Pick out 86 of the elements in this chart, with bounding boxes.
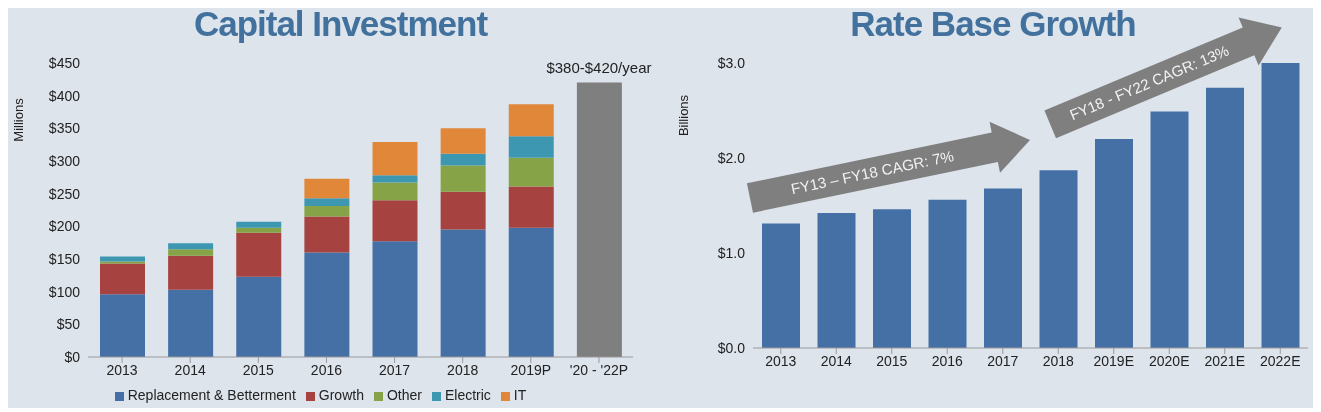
- bar: [372, 182, 418, 201]
- bar: [928, 199, 967, 348]
- bar: [873, 209, 911, 348]
- bar: [440, 153, 486, 166]
- bar: [440, 191, 486, 230]
- bar: [372, 142, 418, 176]
- x-tick-label: 2019E: [1093, 352, 1134, 369]
- bar: [372, 241, 418, 357]
- x-tick-label: 2016: [931, 352, 964, 369]
- y-tick-label: $450: [48, 54, 81, 71]
- bar: [236, 232, 282, 277]
- bar: [1206, 87, 1244, 348]
- bar: [508, 186, 554, 228]
- bar: [508, 136, 554, 158]
- bar: [1261, 63, 1300, 348]
- bar: [1039, 170, 1078, 348]
- x-tick-label: 2015: [876, 352, 908, 369]
- bar: [304, 198, 350, 207]
- legend-label: Replacement & Betterment: [127, 387, 296, 403]
- y-axis-title: Millions: [10, 97, 26, 142]
- y-tick-label: $200: [48, 218, 81, 235]
- bar: [817, 213, 856, 348]
- x-tick-label: 2014: [174, 361, 206, 378]
- x-tick-label: 2013: [765, 352, 797, 369]
- x-tick-label: 2017: [987, 352, 1019, 369]
- x-tick-label: 2018: [447, 361, 479, 378]
- x-tick-label: 2015: [242, 361, 275, 378]
- x-tick-label: 2017: [378, 361, 411, 378]
- y-tick-label: $0.0: [717, 339, 746, 356]
- bar: [304, 206, 350, 217]
- bar: [304, 216, 350, 253]
- bar: [440, 128, 486, 154]
- bar: [100, 294, 145, 357]
- x-tick-label: 2021E: [1204, 352, 1245, 369]
- bar: [372, 175, 418, 183]
- x-tick-label: 2018: [1042, 352, 1075, 369]
- y-tick-label: $50: [56, 316, 81, 333]
- bar: [984, 188, 1022, 348]
- x-tick-label: 2013: [106, 361, 138, 378]
- x-tick-label: '20 - '22P: [569, 361, 629, 378]
- y-tick-label: $100: [48, 283, 81, 300]
- bar: [372, 200, 418, 242]
- x-tick-label: 2020E: [1149, 352, 1190, 369]
- y-tick-label: $0: [64, 348, 81, 365]
- y-tick-label: $250: [48, 185, 81, 202]
- bar: [168, 255, 214, 290]
- y-tick-label: $1.0: [717, 244, 746, 261]
- bar: [440, 165, 486, 192]
- y-tick-label: $2.0: [717, 149, 746, 166]
- y-axis-title: Billions: [675, 94, 691, 137]
- y-tick-label: $150: [48, 250, 81, 267]
- legend-label: Other: [386, 387, 422, 403]
- bar: [236, 221, 282, 228]
- bar: [304, 178, 350, 199]
- bar: [304, 252, 350, 357]
- y-tick-label: $350: [48, 120, 81, 137]
- annotation: FY18 - FY22 CAGR: 13%: [1067, 41, 1232, 124]
- y-tick-label: $3.0: [717, 54, 746, 71]
- bar: [100, 263, 145, 295]
- bar: [508, 227, 554, 357]
- legend-label: Electric: [444, 387, 491, 403]
- bar: [236, 276, 282, 357]
- bar: [1150, 111, 1189, 348]
- x-tick-label: 2016: [310, 361, 343, 378]
- bar: [440, 229, 486, 357]
- bar: [236, 227, 282, 233]
- bar: [100, 256, 145, 262]
- annotation: FY13 – FY18 CAGR: 7%: [789, 147, 956, 198]
- bar: [1095, 139, 1133, 348]
- x-tick-label: 2014: [820, 352, 853, 369]
- x-tick-label: 2022E: [1260, 352, 1301, 369]
- legend-label: Growth: [318, 387, 364, 403]
- legend-label: IT: [513, 387, 527, 403]
- bar: [168, 289, 214, 357]
- bar: [508, 157, 554, 187]
- bar: [168, 249, 214, 256]
- bar: [168, 243, 214, 250]
- bar: [762, 223, 800, 348]
- chart-title: Rate Base Growth: [849, 7, 1137, 44]
- annotation: $380-$420/year: [546, 58, 652, 76]
- bar: [576, 82, 622, 357]
- y-tick-label: $400: [48, 87, 81, 104]
- x-tick-label: 2019P: [510, 361, 552, 378]
- y-tick-label: $300: [48, 152, 81, 169]
- bar: [508, 104, 554, 137]
- chart-title: Capital Investment: [192, 7, 489, 44]
